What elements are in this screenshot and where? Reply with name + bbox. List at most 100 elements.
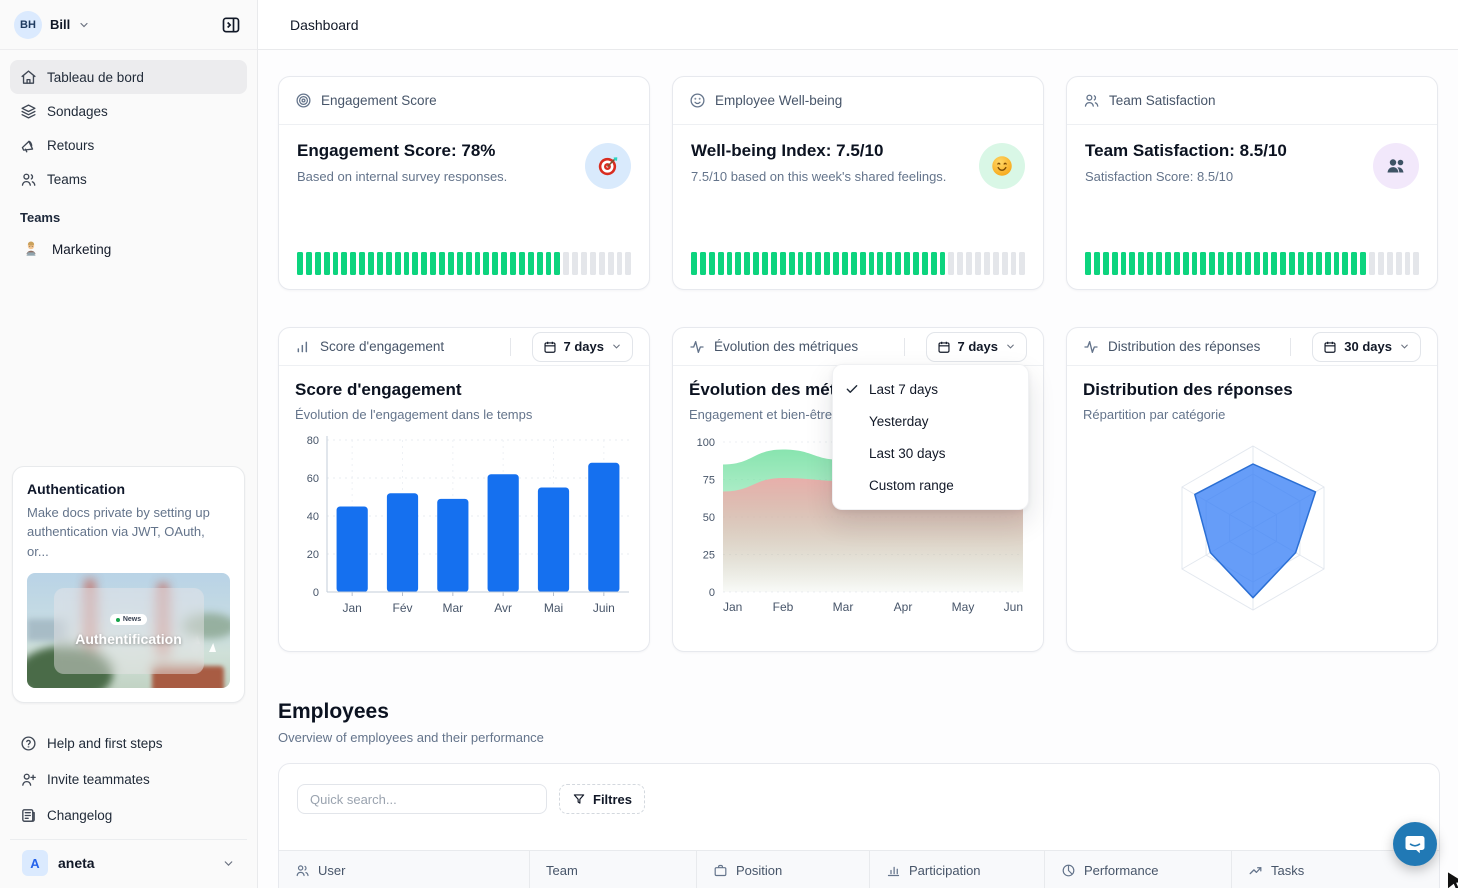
dropdown-option-custom-range[interactable]: Custom range [869,477,954,493]
stat-card-wellbeing: Employee Well-being Well-being Index: 7.… [672,76,1044,290]
teams-section-label: Teams [20,210,61,225]
sidebar-collapse-button[interactable] [219,13,243,37]
svg-text:80: 80 [307,435,319,447]
chart-subtitle: Répartition par catégorie [1083,407,1226,422]
workspace-name: Bill [50,17,71,32]
sidebar-item-help[interactable]: Help and first steps [10,725,247,761]
sidebar-item-teams[interactable]: Teams [10,162,247,196]
page-title: Dashboard [290,16,359,33]
employees-title: Employees [278,700,389,723]
svg-text:Mar: Mar [833,600,854,614]
svg-text:Jan: Jan [342,601,361,615]
stat-title: Team Satisfaction: 8.5/10 [1085,141,1287,160]
chart-card-header: Évolution des métriques 7 days [673,328,1043,366]
promo-title: Authentication [27,480,125,497]
chevron-down-icon [611,341,622,352]
people-emoji [1373,143,1419,189]
green-dot-icon [115,617,120,622]
date-range-button[interactable]: 30 days [1312,331,1421,362]
radar-chart [1083,430,1421,626]
activity-icon [1083,339,1099,355]
users-icon [1083,92,1100,109]
stat-card-engagement: Engagement Score Engagement Score: 78% B… [278,76,650,290]
svg-text:Jun: Jun [1004,600,1023,614]
column-header-participation[interactable]: Participation [869,851,1044,888]
chart-title: Distribution des réponses [1083,380,1293,399]
sidebar-team-marketing[interactable]: Marketing [10,233,247,265]
promo-card-authentication[interactable]: Authentication Make docs private by sett… [12,465,245,703]
svg-text:100: 100 [697,437,715,449]
date-range-button[interactable]: 7 days [925,331,1027,362]
svg-text:Apr: Apr [894,600,913,614]
stat-card-header: Engagement Score [279,77,649,125]
dropdown-option-yesterday[interactable]: Yesterday [869,413,929,429]
svg-text:Feb: Feb [773,600,794,614]
changelog-icon [20,807,37,824]
funnel-icon [572,792,586,806]
promo-image: News Authentification [27,573,230,688]
filters-button[interactable]: Filtres [559,784,646,814]
svg-text:0: 0 [709,587,715,599]
megaphone-icon [20,137,37,154]
progress-ticks [1085,252,1420,275]
stat-subtitle: Based on internal survey responses. [297,169,508,184]
stat-card-header: Employee Well-being [673,77,1043,125]
search-input[interactable] [297,784,547,814]
sidebar-item-changelog[interactable]: Changelog [10,797,247,833]
svg-text:Avr: Avr [494,601,512,615]
column-header-tasks[interactable]: Tasks [1231,851,1439,888]
svg-text:0: 0 [313,587,319,599]
dropdown-option-last-7-days[interactable]: Last 7 days [833,373,1028,405]
stat-card-header: Team Satisfaction [1067,77,1437,125]
chevron-down-icon [78,19,90,31]
sidebar-item-dashboard[interactable]: Tableau de bord [10,60,247,94]
target-emoji [585,143,631,189]
sidebar-item-label: Invite teammates [47,771,150,787]
svg-text:May: May [952,600,975,614]
main-area: Dashboard Engagement Score Engagement Sc… [258,0,1458,888]
layers-icon [20,103,37,120]
dropdown-option-last-30-days[interactable]: Last 30 days [869,445,946,461]
chart-subtitle: Évolution de l'engagement dans le temps [295,407,533,422]
bar-chart-icon [295,339,311,355]
column-header-position[interactable]: Position [696,851,869,888]
svg-text:20: 20 [307,549,319,561]
chat-launcher-button[interactable] [1393,822,1437,866]
promo-image-title: Authentification [75,631,182,647]
sidebar-item-label: Retours [47,137,95,153]
sidebar: BH Bill Tableau de bord [0,0,258,888]
chart-card-engagement-score: Score d'engagement 7 days Score d'engage… [278,327,650,652]
stat-subtitle: Satisfaction Score: 8.5/10 [1085,169,1234,184]
briefcase-icon [713,863,728,878]
chevron-down-icon [1005,341,1016,352]
topbar: Dashboard [258,0,1458,50]
column-header-user[interactable]: User [279,851,529,888]
chart-subtitle: Engagement et bien-être [689,407,833,422]
home-icon [20,69,37,86]
promo-image-overlay: News Authentification [53,587,204,674]
account-avatar: A [22,850,48,876]
user-plus-icon [20,771,37,788]
chart-card-response-distribution: Distribution des réponses 30 days Distri… [1066,327,1438,652]
sidebar-item-retours[interactable]: Retours [10,128,247,162]
date-range-dropdown: Last 7 days Yesterday Last 30 days Custo… [832,364,1029,510]
users-icon [20,171,37,188]
sidebar-item-invite[interactable]: Invite teammates [10,761,247,797]
sidebar-item-label: Tableau de bord [47,69,144,85]
chevron-down-icon [222,857,235,870]
date-range-button[interactable]: 7 days [531,331,633,362]
pie-chart-icon [1061,863,1076,878]
promo-body: Make docs private by setting up authenti… [27,504,210,559]
column-header-team[interactable]: Team [529,851,696,888]
account-switcher[interactable]: A aneta [10,839,247,888]
workspace-switcher[interactable]: BH Bill [0,0,257,50]
svg-text:25: 25 [703,550,715,562]
employees-toolbar: Filtres [279,764,1439,850]
account-name: aneta [58,855,95,871]
help-circle-icon [20,735,37,752]
stat-title: Engagement Score: 78% [297,141,496,160]
column-header-performance[interactable]: Performance [1044,851,1231,888]
sidebar-item-sondages[interactable]: Sondages [10,94,247,128]
calendar-icon [543,340,557,354]
